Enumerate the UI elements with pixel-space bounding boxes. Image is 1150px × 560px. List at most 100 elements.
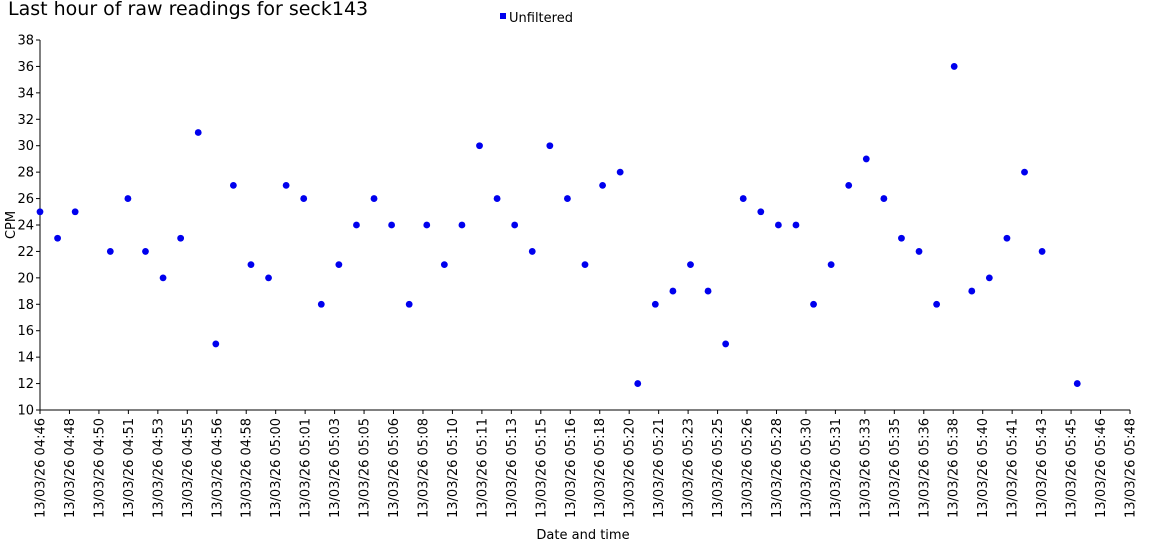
x-axis-ticks: 13/03/26 04:46 13/03/26 04:48 13/03/26 04:… [34, 410, 1139, 518]
data-point [36, 208, 44, 216]
data-point [739, 195, 747, 202]
x-tick-label: 13/03/26 05:01 [299, 418, 314, 518]
x-tick-label: 13/03/26 05:03 [328, 418, 343, 518]
data-point [124, 195, 132, 202]
data-point [564, 195, 571, 202]
x-tick-label: 13/03/26 05:45 [1065, 418, 1080, 518]
data-point [845, 181, 853, 189]
x-tick-label: 13/03/26 05:08 [416, 418, 431, 518]
x-tick-label: 13/03/26 05:25 [711, 418, 726, 518]
y-axis-title: CPM [4, 211, 19, 239]
data-point [546, 142, 554, 150]
x-tick-label: 13/03/26 04:55 [181, 418, 196, 518]
data-point [581, 261, 589, 269]
data-point [71, 208, 79, 216]
data-point [493, 195, 501, 202]
x-tick-label: 13/03/26 05:05 [358, 418, 373, 518]
data-point [1003, 234, 1011, 242]
data-point [704, 287, 712, 295]
y-tick-label: 36 [17, 60, 34, 75]
y-tick-label: 26 [17, 192, 34, 207]
legend-marker-unfiltered [500, 13, 506, 19]
x-tick-label: 13/03/26 04:53 [151, 418, 166, 518]
x-tick-label: 13/03/26 04:58 [240, 418, 255, 518]
x-tick-label: 13/03/26 05:06 [387, 418, 402, 518]
y-tick-label: 32 [17, 113, 34, 128]
y-tick-label: 38 [17, 34, 34, 49]
x-tick-label: 13/03/26 05:20 [623, 418, 638, 518]
data-points [36, 63, 1081, 387]
y-tick-label: 20 [17, 271, 34, 286]
x-tick-label: 13/03/26 05:31 [829, 418, 844, 518]
x-tick-label: 13/03/26 04:46 [34, 418, 49, 518]
x-tick-label: 13/03/26 05:11 [475, 418, 490, 518]
data-point [265, 274, 272, 282]
data-point [1073, 380, 1081, 387]
data-point [511, 221, 519, 229]
x-tick-label: 13/03/26 05:15 [534, 418, 549, 518]
data-point [159, 274, 167, 282]
data-point [106, 248, 114, 255]
data-point [177, 234, 185, 242]
x-tick-label: 13/03/26 05:10 [446, 418, 461, 518]
y-axis-ticks: 10 12 14 16 18 20 22 24 26 28 30 32 34 36 38 [17, 34, 40, 419]
data-point [880, 195, 888, 202]
data-point [757, 208, 765, 216]
data-point [142, 248, 149, 255]
data-point [810, 300, 817, 308]
data-point [862, 155, 870, 163]
x-tick-label: 13/03/26 05:16 [564, 418, 579, 518]
x-tick-label: 13/03/26 05:30 [799, 418, 814, 518]
data-point [476, 142, 483, 150]
data-point [968, 287, 976, 295]
data-point [915, 248, 923, 255]
data-point [54, 234, 61, 242]
data-point [985, 274, 993, 282]
x-tick-label: 13/03/26 05:38 [947, 418, 962, 518]
data-point [950, 63, 958, 70]
x-tick-label: 13/03/26 05:36 [917, 418, 932, 518]
data-point [687, 261, 694, 269]
data-point [774, 221, 782, 229]
y-tick-label: 24 [17, 219, 34, 234]
y-tick-label: 22 [17, 245, 34, 260]
x-tick-label: 13/03/26 05:48 [1124, 418, 1139, 518]
data-point [651, 300, 659, 308]
data-point [1021, 168, 1028, 176]
x-tick-label: 13/03/26 05:28 [770, 418, 785, 518]
x-tick-label: 13/03/26 05:35 [888, 418, 903, 518]
x-tick-label: 13/03/26 04:51 [122, 418, 137, 518]
y-tick-label: 14 [17, 351, 34, 366]
data-point [669, 287, 677, 295]
data-point [440, 261, 448, 269]
data-point [616, 168, 624, 176]
data-point [229, 181, 237, 189]
data-point [194, 129, 202, 136]
data-point [300, 195, 308, 202]
x-tick-label: 13/03/26 04:56 [210, 418, 225, 518]
data-point [282, 181, 290, 189]
data-point [898, 234, 905, 242]
data-point [458, 221, 466, 229]
data-point [353, 221, 360, 229]
y-tick-label: 34 [17, 86, 34, 101]
data-point [388, 221, 396, 229]
x-tick-label: 13/03/26 04:50 [92, 418, 107, 518]
x-tick-label: 13/03/26 04:48 [63, 418, 78, 518]
data-point [212, 340, 220, 348]
x-tick-label: 13/03/26 05:43 [1035, 418, 1050, 518]
x-tick-label: 13/03/26 05:26 [741, 418, 756, 518]
data-point [599, 181, 606, 189]
chart-title: Last hour of raw readings for seck143 [8, 0, 369, 20]
x-tick-label: 13/03/26 05:46 [1094, 418, 1109, 518]
y-tick-label: 12 [17, 377, 34, 392]
x-tick-label: 13/03/26 05:21 [652, 418, 667, 518]
data-point [247, 261, 255, 269]
x-axis-title: Date and time [536, 528, 629, 543]
data-point [792, 221, 800, 229]
axes [39, 40, 1130, 411]
x-tick-label: 13/03/26 05:18 [593, 418, 608, 518]
x-tick-label: 13/03/26 05:40 [976, 418, 991, 518]
x-tick-label: 13/03/26 05:33 [858, 418, 873, 518]
